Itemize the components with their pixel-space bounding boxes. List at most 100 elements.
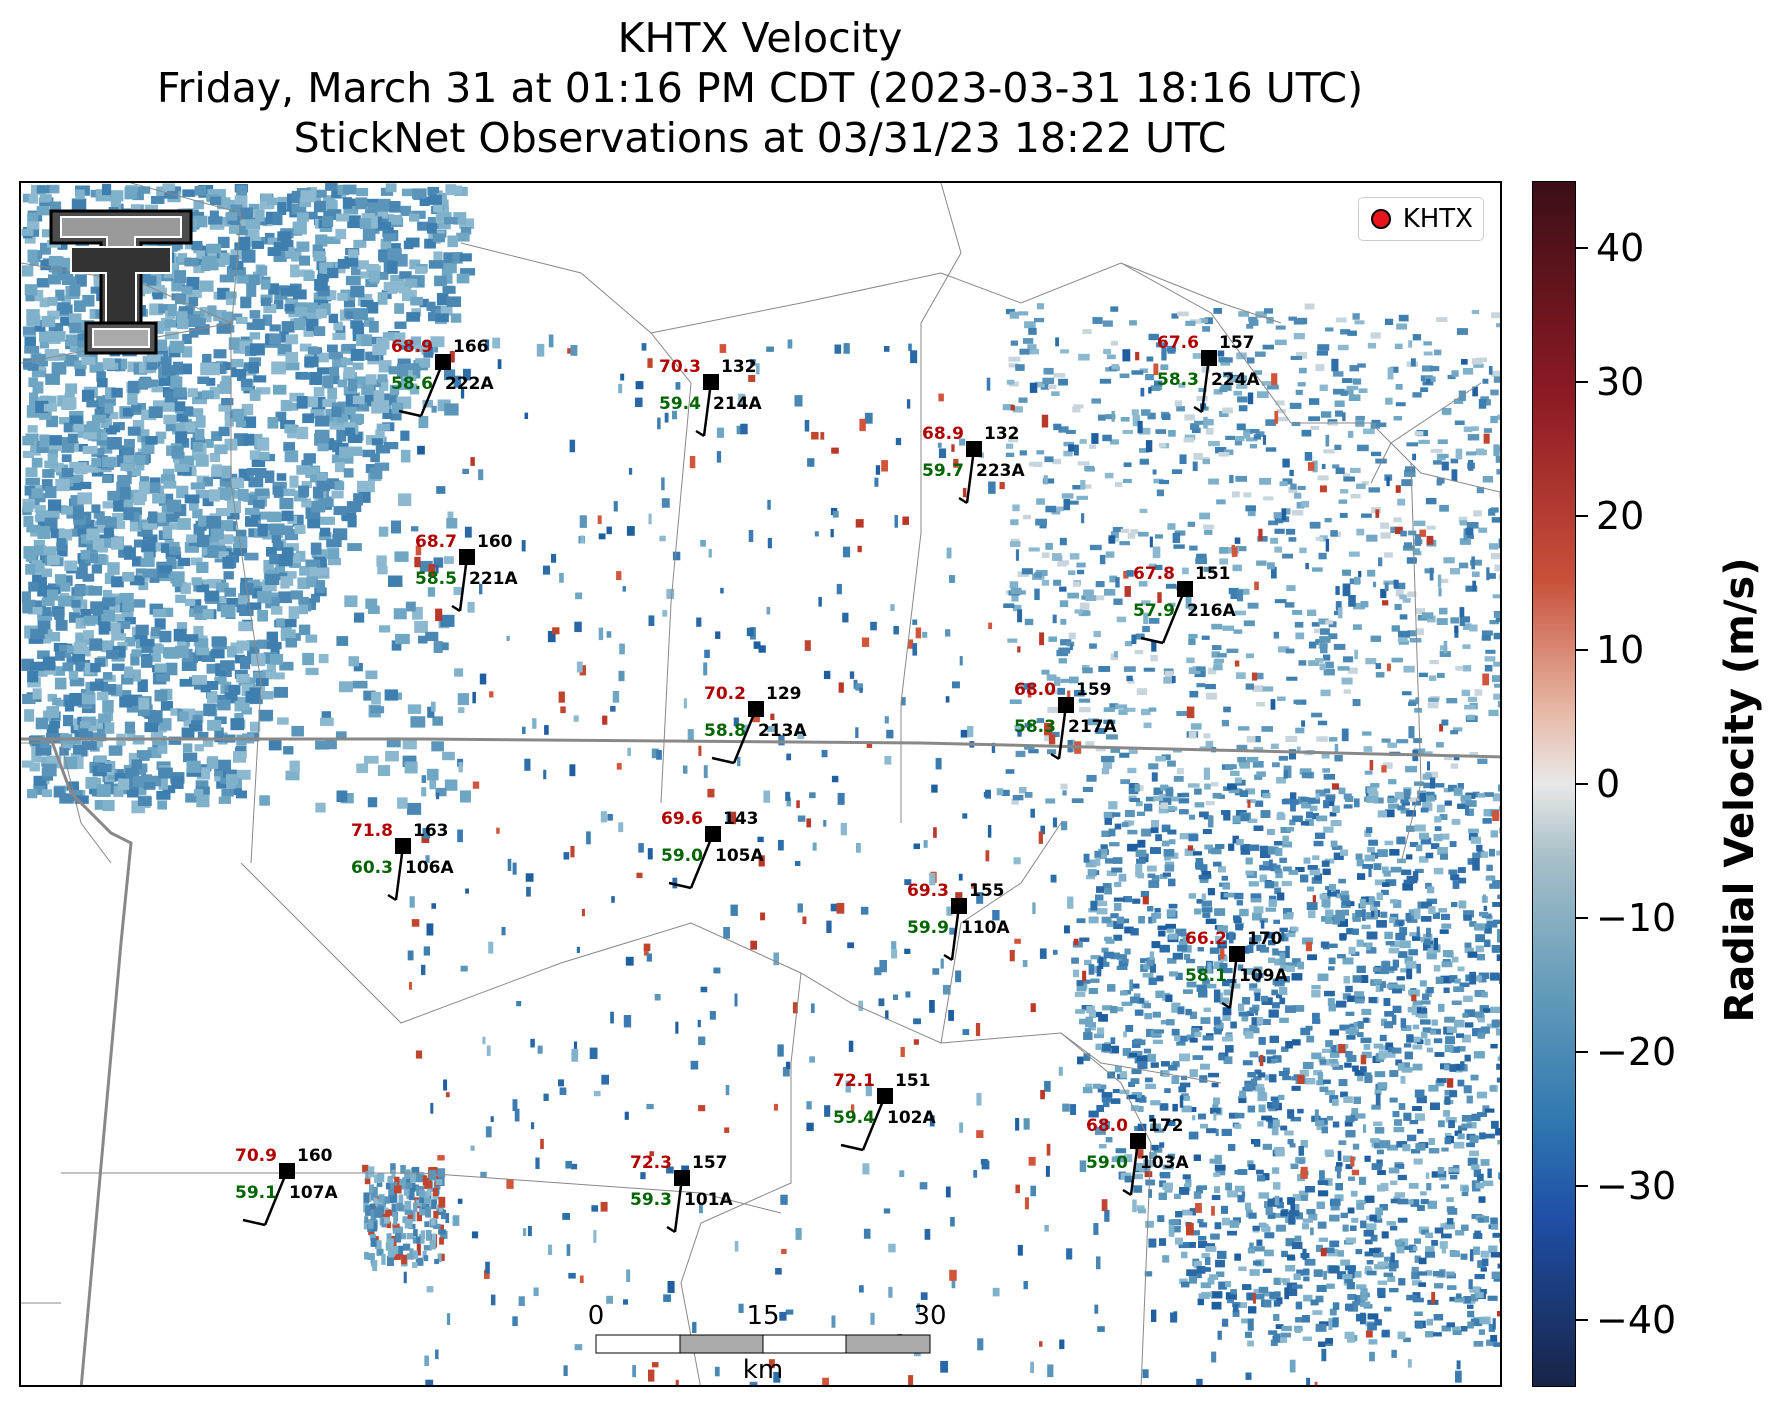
radar-gate [155,512,166,523]
radar-gate [1112,812,1121,817]
radar-gate [301,459,313,468]
radar-gate [1470,1074,1479,1081]
radar-gate [1086,875,1095,880]
radar-gate [1240,844,1251,851]
radar-gate [332,332,346,340]
radar-gate [1268,940,1276,946]
radar-gate [1484,939,1491,948]
radar-gate [1276,993,1283,999]
radar-gate [1312,1012,1320,1019]
radar-gate [1236,900,1243,906]
radar-gate [1448,869,1458,875]
radar-gate [1152,1011,1161,1018]
radar-gate [218,426,230,437]
radar-gate [40,260,51,271]
radar-gate [285,351,299,363]
radar-gate [286,543,299,552]
radar-gate [1137,1106,1144,1112]
radar-gate [1468,833,1478,841]
radar-gate [166,556,176,569]
radar-gate [404,278,418,288]
radar-gate [298,604,309,615]
radar-gate [1500,1205,1502,1211]
radar-gate [298,488,309,498]
radar-gate [1371,1104,1381,1110]
radar-gate [174,645,189,658]
radar-gate [388,366,402,375]
radar-gate [244,552,259,561]
radar-gate [1262,1173,1270,1181]
radar-gate [169,546,181,556]
radar-gate [1384,1306,1392,1312]
radar-gate [1110,952,1120,960]
radar-gate [1222,968,1233,974]
radar-gate [33,600,46,611]
radar-gate [1292,958,1301,963]
radar-gate [1124,926,1134,934]
radar-gate [52,331,66,342]
radar-gate [66,334,80,347]
radar-gate [1249,1051,1259,1058]
radar-gate [188,408,204,418]
radar-gate [69,415,83,424]
radar-gate [47,554,60,565]
radar-gate [209,489,220,502]
radar-gate [223,571,234,580]
radar-gate [1425,852,1434,859]
radar-gate [1400,796,1409,804]
radar-gate [1176,1041,1186,1046]
radar-gate [1435,976,1444,984]
radar-gate [317,473,328,481]
radar-gate [1367,1313,1379,1320]
radar-gate [1419,980,1427,987]
radar-gate [1401,869,1412,876]
radar-gate [1174,1035,1181,1041]
radar-gate [249,310,261,319]
radar-gate [1281,799,1289,805]
radar-gate [1181,1075,1188,1081]
radar-gate [1402,1144,1411,1152]
radar-gate [1114,881,1122,888]
radar-gate [1385,1050,1396,1058]
radar-gate [1200,1282,1211,1289]
radar-gate [166,499,182,512]
radar-gate [425,631,439,642]
radar-gate [1499,806,1500,811]
radar-gate [1223,892,1235,898]
radar-gate [1398,951,1408,958]
radar-gate [402,188,413,197]
radar-gate [1088,1110,1099,1118]
radar-gate [1340,1259,1351,1266]
radar-gate [353,239,367,248]
radar-gate [1464,1009,1476,1018]
radar-gate [1381,889,1389,895]
radar-gate [315,308,327,319]
radar-gate [1234,1185,1245,1193]
radar-gate [1104,888,1112,895]
radar-gate [299,565,310,576]
radar-gate [1318,1190,1329,1197]
radar-gate [1475,1292,1484,1299]
radar-gate [1426,987,1434,994]
radar-gate [214,676,227,685]
radar-gate [1194,1032,1202,1037]
radar-gate [450,313,462,323]
radar-gate [1316,1123,1328,1131]
radar-gate [376,423,390,431]
radar-gate [206,516,222,529]
radar-gate [326,478,340,490]
radar-gate [435,313,449,323]
radar-gate [316,189,327,198]
radar-gate [191,577,202,586]
radar-gate [1143,1003,1151,1009]
radar-gate [27,789,38,799]
radar-gate [257,523,268,537]
radar-gate [1153,787,1163,796]
radar-map[interactable]: 68.9 166 58.6 222A 70.3 132 59.4 214A 68.9 132 59.… [19,181,1502,1387]
radar-gate [1349,1225,1357,1231]
radar-gate [259,451,270,461]
radar-gate [1381,1331,1389,1337]
radar-gate [1445,1117,1457,1123]
radar-gate [231,489,241,499]
radar-gate [377,207,389,219]
